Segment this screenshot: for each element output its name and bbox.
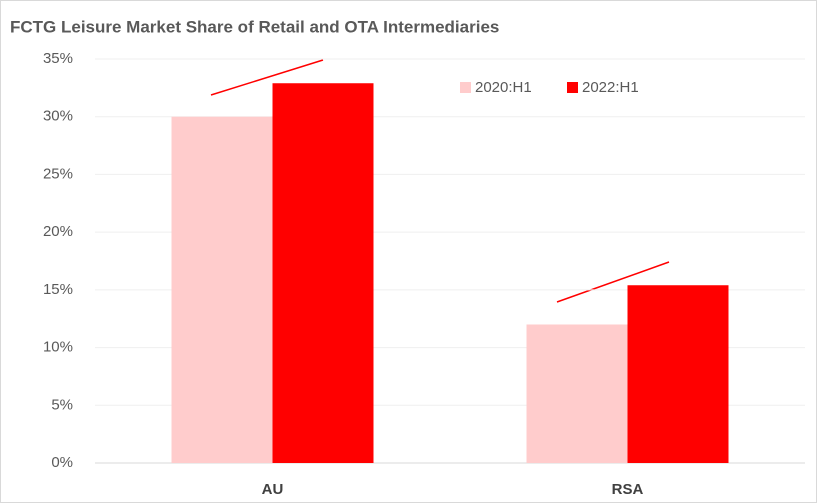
y-tick-label: 15% <box>43 281 73 298</box>
x-tick-label: RSA <box>612 481 644 498</box>
y-tick-label: 20% <box>43 223 73 240</box>
y-tick-label: 25% <box>43 165 73 182</box>
bar <box>526 324 628 463</box>
y-tick-label: 5% <box>51 396 73 413</box>
y-tick-label: 0% <box>51 454 73 471</box>
bar <box>627 285 729 463</box>
chart-title: FCTG Leisure Market Share of Retail and … <box>10 17 499 36</box>
bar <box>272 83 374 464</box>
legend-label: 2022:H1 <box>582 79 639 96</box>
x-tick-label: AU <box>262 481 284 498</box>
y-tick-label: 10% <box>43 339 73 356</box>
bar <box>171 116 273 463</box>
legend-label: 2020:H1 <box>475 79 532 96</box>
trend-line <box>556 261 670 303</box>
legend-swatch <box>567 82 578 93</box>
legend-swatch <box>460 82 471 93</box>
y-tick-label: 35% <box>43 50 73 67</box>
trend-line <box>210 59 324 96</box>
y-tick-label: 30% <box>43 108 73 125</box>
